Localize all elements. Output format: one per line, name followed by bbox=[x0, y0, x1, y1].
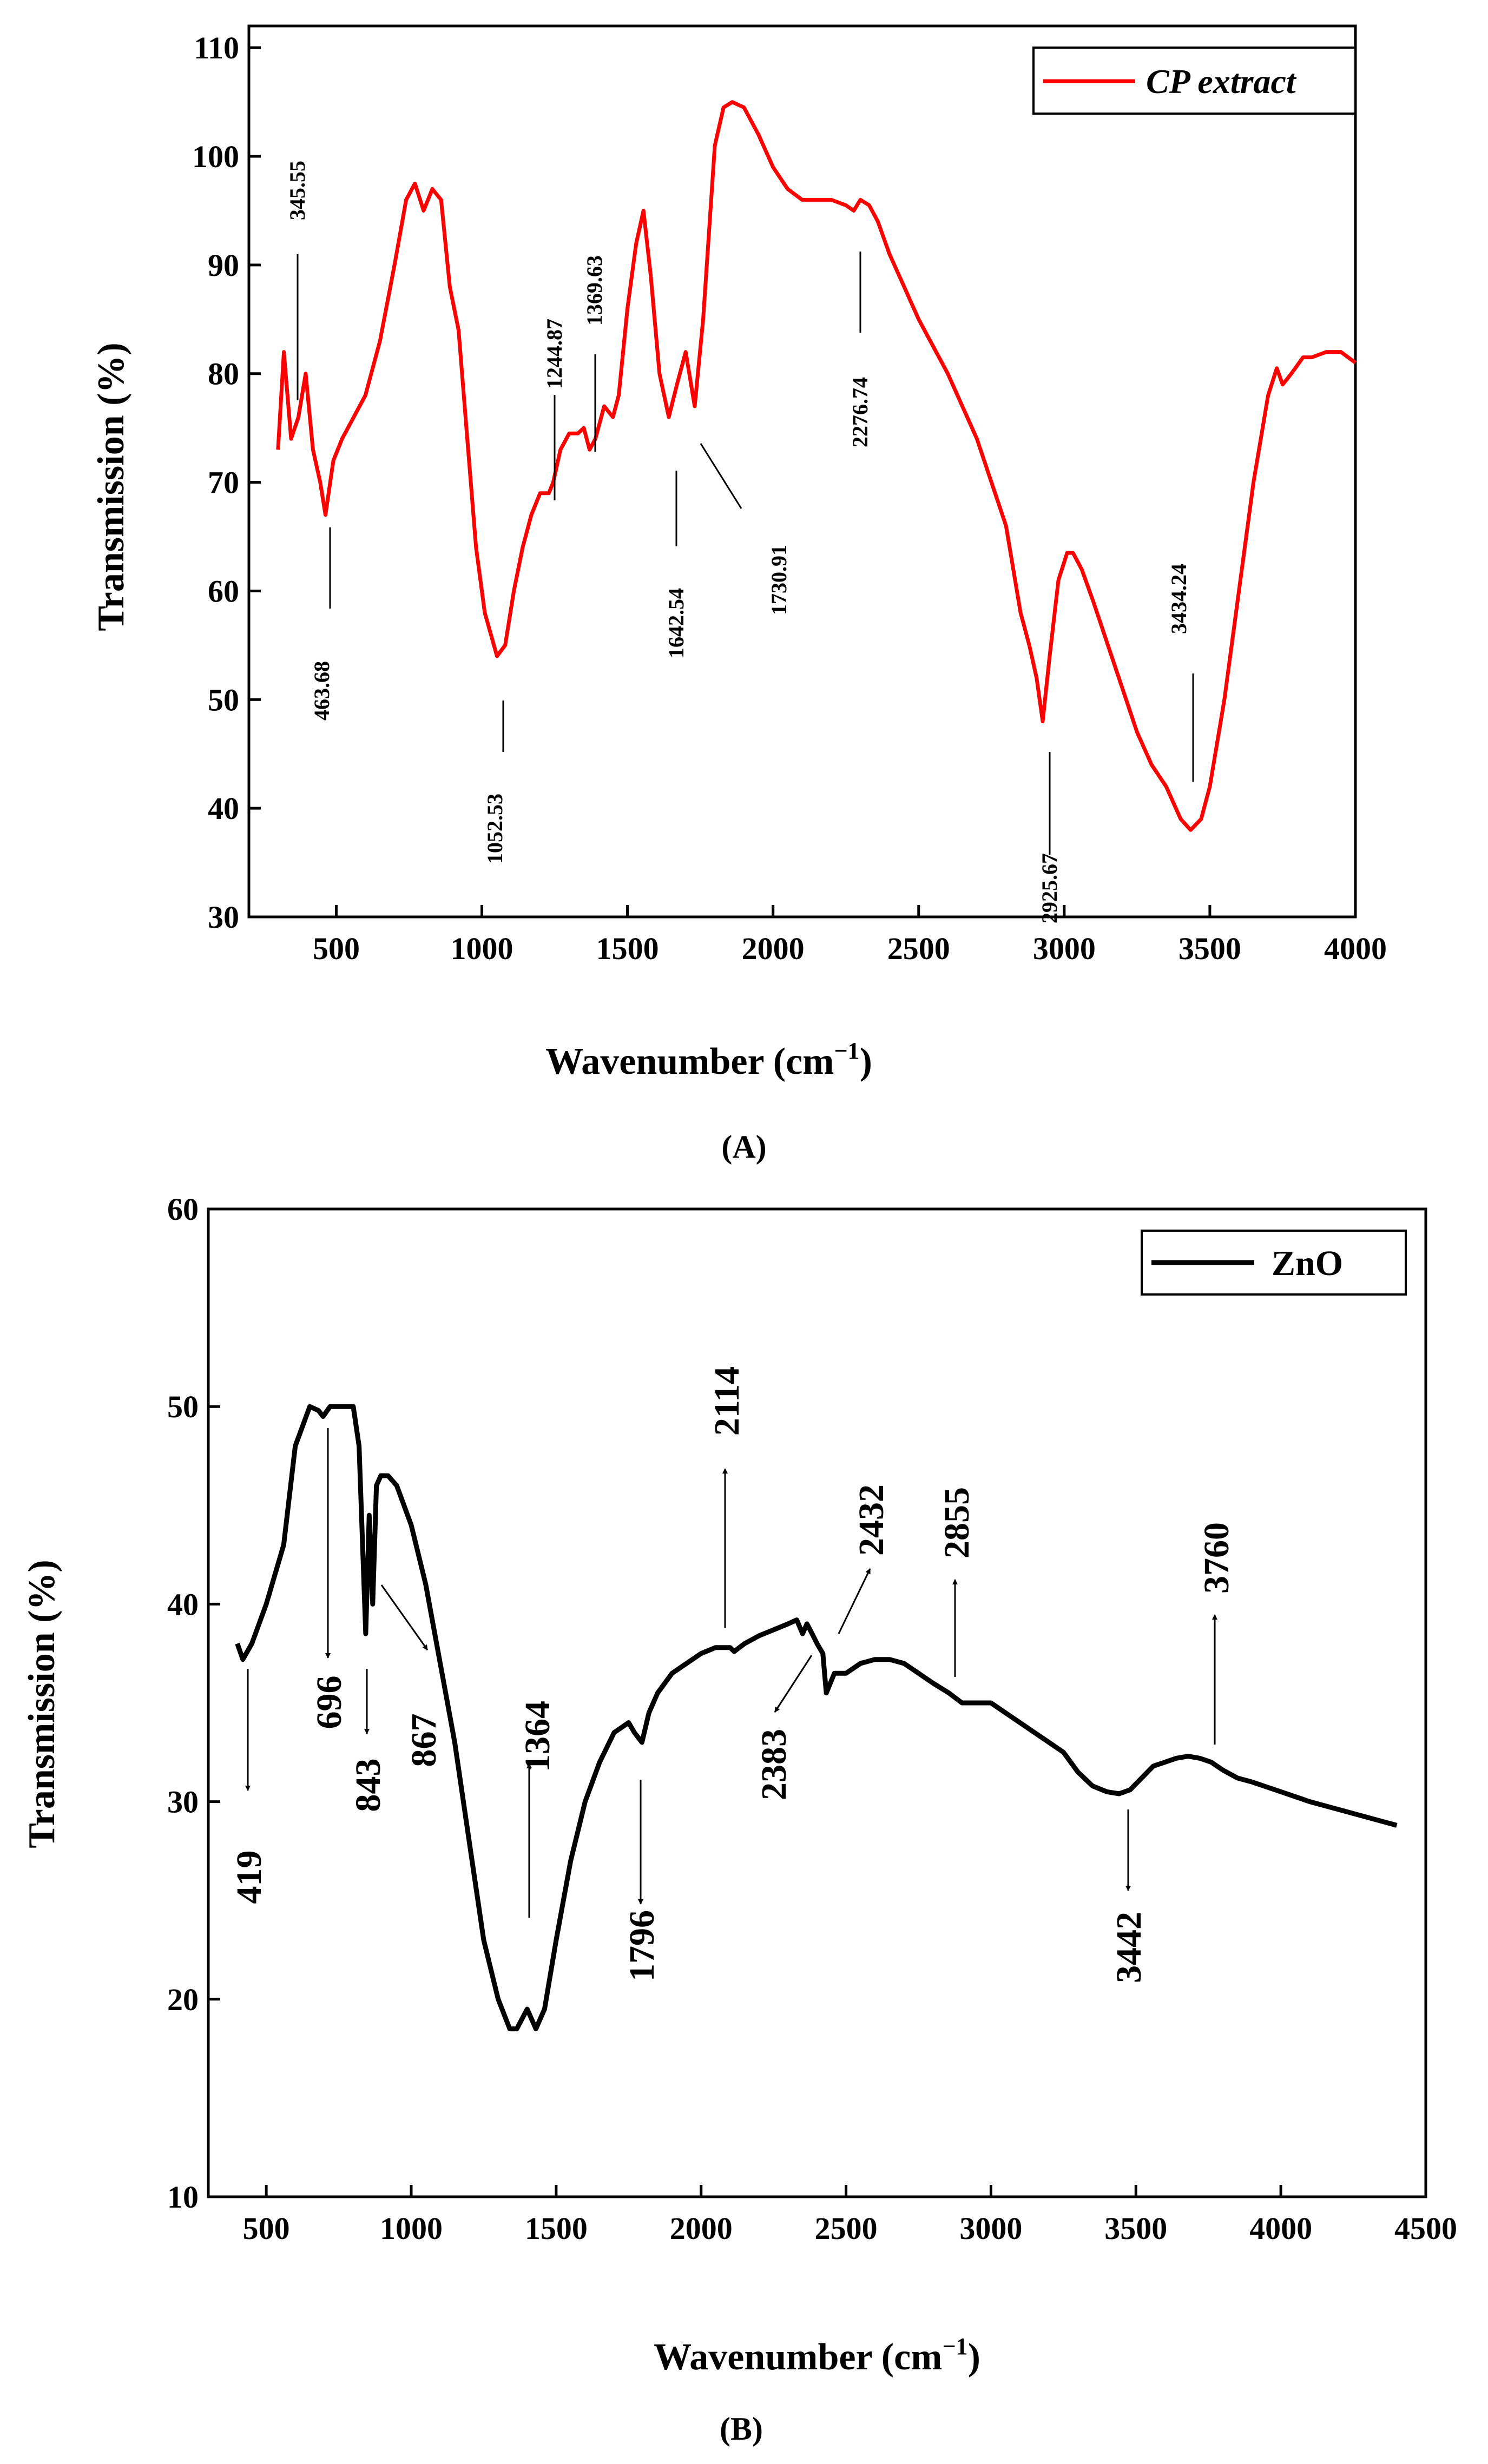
annotation-b-2855: 2855 bbox=[937, 1487, 977, 1558]
panel-b-x-axis-title: Wavenumber (cm−1) bbox=[654, 2333, 980, 2378]
annotation-b-3760: 3760 bbox=[1197, 1522, 1236, 1594]
y-tick-label: 90 bbox=[208, 248, 239, 283]
annotation-a-1730: 1730.91 bbox=[767, 545, 791, 615]
annotation-b-3442: 3442 bbox=[1109, 1912, 1149, 1983]
x-tick-label: 4000 bbox=[1324, 931, 1387, 966]
annotation-a-2925: 2925.67 bbox=[1037, 853, 1062, 923]
y-tick-label: 60 bbox=[167, 1192, 199, 1227]
annotation-a-1244: 1244.87 bbox=[542, 319, 567, 389]
annotation-a-2276: 2276.74 bbox=[848, 377, 872, 447]
panel-a-plot-frame bbox=[247, 24, 1357, 919]
annotation-a-3434: 3434.24 bbox=[1167, 564, 1191, 634]
annotation-a-1052: 1052.53 bbox=[483, 794, 507, 864]
arrow-867 bbox=[380, 1584, 429, 1650]
y-tick-label: 50 bbox=[208, 682, 239, 717]
y-tick-label: 80 bbox=[208, 356, 239, 392]
annotation-a-463: 463.68 bbox=[310, 661, 334, 721]
x-tick-label: 2500 bbox=[887, 931, 950, 966]
y-tick-label: 20 bbox=[167, 1982, 199, 2017]
x-tick-label: 2000 bbox=[742, 931, 805, 966]
annotation-b-867: 867 bbox=[404, 1714, 444, 1767]
annotation-b-2432: 2432 bbox=[852, 1484, 891, 1556]
y-tick-label: 110 bbox=[194, 30, 239, 65]
x-tick-label: 2000 bbox=[670, 2211, 733, 2246]
x-tick-label: 4000 bbox=[1249, 2211, 1312, 2246]
x-tick-label: 3000 bbox=[1033, 931, 1096, 966]
annotation-b-696: 696 bbox=[310, 1676, 349, 1729]
annotation-a-1642: 1642.54 bbox=[664, 588, 688, 658]
x-tick-label: 1500 bbox=[525, 2211, 588, 2246]
y-tick-label: 100 bbox=[192, 139, 239, 174]
x-tick-label: 3000 bbox=[959, 2211, 1022, 2246]
x-tick-label: 3500 bbox=[1104, 2211, 1167, 2246]
panel-b-legend: ZnO bbox=[1141, 1230, 1407, 1296]
panel-b-series-line bbox=[235, 1404, 1398, 2032]
y-tick-label: 50 bbox=[167, 1389, 199, 1424]
panel-b-x-ticks: 500 1000 1500 2000 2500 3000 3500 4000 4500 bbox=[243, 2185, 1457, 2246]
panel-a-x-ticks: 500 1000 1500 2000 2500 3000 3500 4000 bbox=[313, 905, 1387, 966]
annotation-a-1369: 1369.63 bbox=[582, 255, 607, 326]
x-tick-label: 1500 bbox=[596, 931, 659, 966]
y-tick-label: 40 bbox=[208, 791, 239, 826]
panel-a-legend: CP extract bbox=[1032, 47, 1357, 115]
x-tick-label: 1000 bbox=[451, 931, 513, 966]
panel-a-y-ticks: 30 40 50 60 70 80 90 100 110 bbox=[192, 30, 261, 935]
panel-b-label: (B) bbox=[720, 2411, 763, 2447]
panel-a-leader-lines bbox=[297, 252, 1194, 855]
y-tick-label: 10 bbox=[167, 2179, 199, 2215]
y-tick-label: 70 bbox=[208, 465, 239, 500]
annotation-b-419: 419 bbox=[229, 1851, 269, 1904]
annotation-b-1796: 1796 bbox=[622, 1910, 662, 1981]
panel-b-plot-frame bbox=[207, 1207, 1427, 2198]
annotation-b-843: 843 bbox=[348, 1759, 388, 1812]
panel-a-legend-label: CP extract bbox=[1146, 62, 1297, 101]
annotation-b-1364: 1364 bbox=[518, 1701, 557, 1772]
panel-b-chart: 10 20 30 40 50 60 500 1000 1500 2000 2500 3000 3500… bbox=[21, 1192, 1457, 2447]
panel-a-series-line bbox=[276, 100, 1357, 832]
panel-a-chart: 30 40 50 60 70 80 90 100 110 500 1000 1500 2000 2500… bbox=[90, 24, 1387, 1165]
panel-a-label: (A) bbox=[721, 1129, 766, 1165]
arrow-2383 bbox=[774, 1655, 813, 1713]
x-tick-label: 500 bbox=[243, 2211, 290, 2246]
y-tick-label: 30 bbox=[208, 900, 239, 935]
panel-b-arrows bbox=[245, 1428, 1217, 1918]
y-tick-label: 30 bbox=[167, 1785, 199, 1820]
x-tick-label: 500 bbox=[313, 931, 360, 966]
annotation-a-345: 345.55 bbox=[285, 161, 310, 220]
y-tick-label: 40 bbox=[167, 1587, 199, 1622]
x-tick-label: 1000 bbox=[380, 2211, 443, 2246]
panel-b-y-axis-title: Transmission (%) bbox=[21, 1560, 63, 1848]
annotation-b-2383: 2383 bbox=[754, 1729, 794, 1800]
annotation-b-2114: 2114 bbox=[707, 1366, 747, 1436]
x-tick-label: 2500 bbox=[815, 2211, 878, 2246]
arrow-2432 bbox=[838, 1568, 871, 1634]
panel-a-y-axis-title: Transmission (%) bbox=[90, 342, 132, 631]
panel-b-y-ticks: 10 20 30 40 50 60 bbox=[167, 1192, 220, 2215]
x-tick-label: 3500 bbox=[1178, 931, 1241, 966]
leader-1730 bbox=[700, 443, 742, 509]
x-tick-label: 4500 bbox=[1394, 2211, 1457, 2246]
y-tick-label: 60 bbox=[208, 573, 239, 609]
panel-b-legend-label: ZnO bbox=[1272, 1244, 1343, 1283]
panel-a-x-axis-title: Wavenumber (cm−1) bbox=[545, 1038, 872, 1082]
